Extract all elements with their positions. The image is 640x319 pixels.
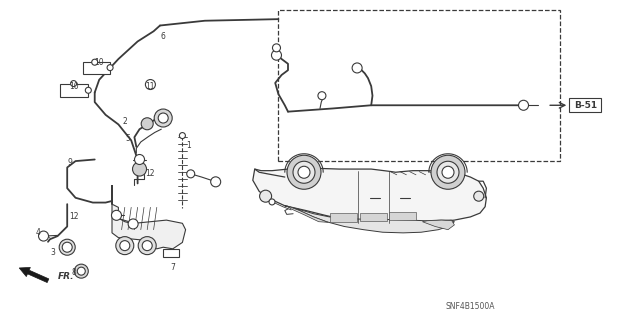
Text: 10: 10 (94, 58, 104, 67)
Polygon shape (112, 185, 186, 249)
Circle shape (187, 170, 195, 178)
Circle shape (134, 154, 145, 165)
Text: B-51: B-51 (573, 101, 596, 110)
Text: 6: 6 (161, 32, 166, 41)
Circle shape (107, 65, 113, 70)
Text: 8: 8 (71, 268, 76, 277)
Circle shape (474, 191, 484, 201)
Bar (163, 249, 179, 257)
Circle shape (179, 133, 186, 138)
Circle shape (85, 87, 92, 93)
Circle shape (287, 155, 321, 189)
Circle shape (132, 162, 147, 176)
Circle shape (352, 63, 362, 73)
Polygon shape (285, 206, 454, 233)
Circle shape (271, 50, 282, 60)
Circle shape (70, 81, 77, 86)
Circle shape (92, 59, 98, 65)
Circle shape (128, 219, 138, 229)
Circle shape (111, 210, 122, 220)
Text: 10: 10 (68, 82, 79, 91)
Circle shape (38, 231, 49, 241)
Circle shape (142, 241, 152, 251)
Text: 12: 12 (146, 169, 155, 178)
Polygon shape (389, 212, 416, 220)
Circle shape (138, 237, 156, 255)
Text: 5: 5 (125, 134, 131, 143)
Text: 9: 9 (68, 158, 73, 167)
Text: 3: 3 (50, 248, 55, 256)
Circle shape (116, 237, 134, 255)
Circle shape (437, 161, 459, 183)
FancyArrow shape (19, 267, 49, 283)
Circle shape (154, 109, 172, 127)
Circle shape (77, 267, 85, 275)
Text: 1: 1 (186, 141, 191, 150)
Bar (83, 62, 110, 74)
Circle shape (431, 155, 465, 189)
Circle shape (211, 177, 221, 187)
Circle shape (62, 242, 72, 252)
Text: 7: 7 (170, 263, 175, 272)
Text: 4: 4 (36, 228, 41, 237)
Circle shape (74, 264, 88, 278)
Circle shape (273, 44, 280, 52)
Circle shape (442, 166, 454, 178)
Circle shape (318, 92, 326, 100)
Circle shape (120, 241, 130, 251)
Text: SNF4B1500A: SNF4B1500A (445, 302, 495, 311)
Circle shape (293, 161, 315, 183)
Text: 11: 11 (146, 82, 155, 91)
Text: FR.: FR. (58, 272, 74, 281)
Text: 2: 2 (122, 117, 127, 126)
Circle shape (60, 239, 76, 255)
Circle shape (298, 166, 310, 178)
FancyBboxPatch shape (569, 98, 601, 112)
Circle shape (518, 100, 529, 110)
Polygon shape (360, 213, 387, 221)
Polygon shape (287, 206, 328, 222)
Polygon shape (422, 220, 454, 230)
Polygon shape (330, 213, 357, 222)
Bar (60, 84, 88, 97)
Bar (278, 10, 560, 161)
Circle shape (260, 190, 271, 202)
Polygon shape (253, 168, 486, 223)
Circle shape (158, 113, 168, 123)
Circle shape (141, 118, 153, 130)
Text: 12: 12 (69, 212, 78, 221)
Circle shape (145, 79, 156, 90)
Circle shape (269, 199, 275, 205)
